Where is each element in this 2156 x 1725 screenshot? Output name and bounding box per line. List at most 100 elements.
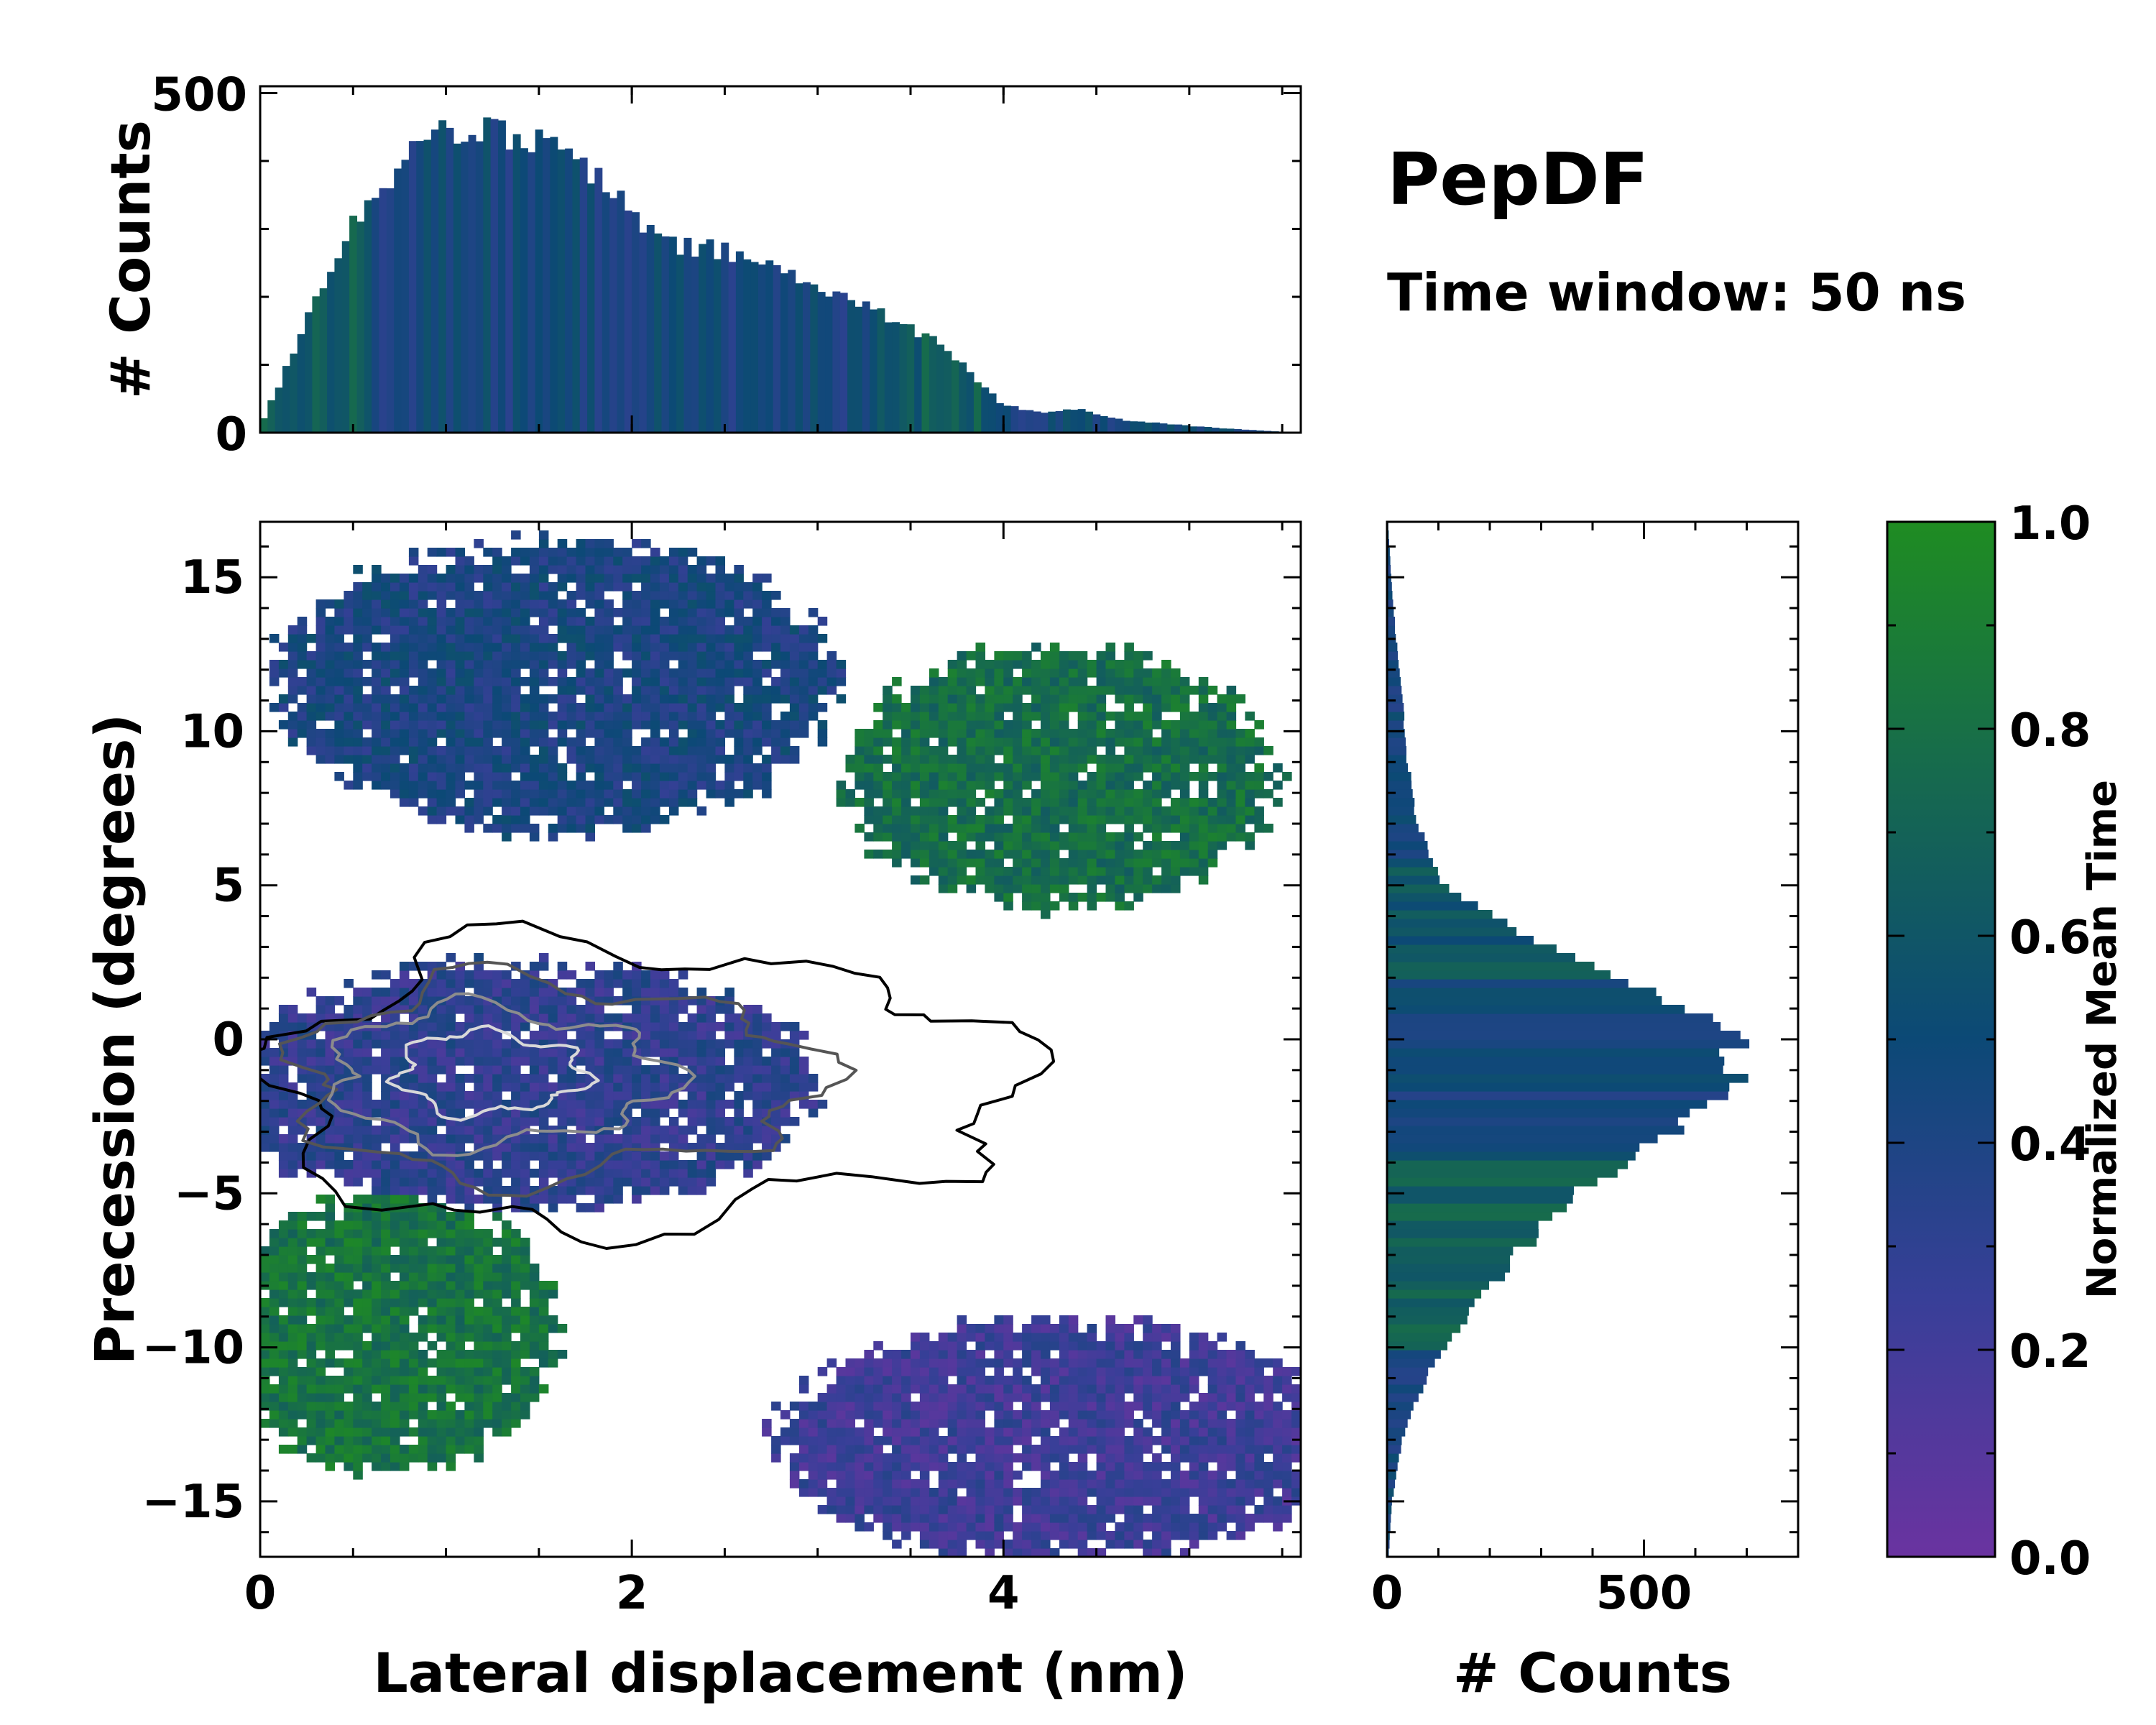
heatmap-cell <box>446 1100 456 1109</box>
heatmap-cell <box>1003 884 1013 893</box>
heatmap-cell <box>911 1350 921 1359</box>
heatmap-cell <box>594 625 604 635</box>
heatmap-cell <box>696 781 707 790</box>
heatmap-cell <box>994 867 1004 876</box>
heatmap-cell <box>957 1410 967 1420</box>
heatmap-cell <box>706 1048 717 1057</box>
heatmap-cell <box>892 703 902 712</box>
heatmap-cell <box>474 1350 484 1359</box>
heatmap-cell <box>362 1376 372 1385</box>
heatmap-cell <box>594 1091 604 1100</box>
heatmap-cell <box>817 617 828 626</box>
heatmap-cell <box>529 599 540 609</box>
heatmap-cell <box>381 1453 391 1463</box>
heatmap-cell <box>538 1341 549 1351</box>
heatmap-cell <box>381 755 391 764</box>
heatmap-cell <box>1059 763 1069 773</box>
heatmap-cell <box>1096 850 1107 859</box>
heatmap-cell <box>344 1419 354 1428</box>
heatmap-cell <box>566 599 577 609</box>
heatmap-cell <box>297 1057 308 1066</box>
heatmap-cell <box>1087 1333 1097 1342</box>
heatmap-cell <box>1059 1358 1069 1368</box>
heatmap-cell <box>1087 841 1097 850</box>
heatmap-cell <box>344 746 354 755</box>
heatmap-cell <box>929 789 939 799</box>
heatmap-cell <box>334 729 344 738</box>
heatmap-cell <box>668 686 679 695</box>
heatmap-cell <box>650 651 660 661</box>
heatmap-cell <box>511 1151 521 1161</box>
heatmap-cell <box>455 1108 466 1118</box>
heatmap-cell <box>278 660 289 669</box>
heatmap-cell <box>752 1013 763 1023</box>
heatmap-cell <box>408 582 419 592</box>
heatmap-cell <box>659 1022 670 1031</box>
heatmap-cell <box>1003 798 1013 807</box>
heatmap-cell <box>771 1065 781 1075</box>
heatmap-cell <box>334 1151 344 1161</box>
heatmap-cell <box>706 591 717 600</box>
heatmap-cell <box>306 1410 317 1420</box>
heatmap-cell <box>929 763 939 773</box>
heatmap-cell <box>325 1246 336 1256</box>
heatmap-cell <box>306 1229 317 1238</box>
heatmap-cell <box>492 694 502 704</box>
heatmap-cell <box>659 668 670 678</box>
heatmap-cell <box>1096 867 1107 876</box>
heatmap-cell <box>427 548 438 557</box>
heatmap-cell <box>734 1074 744 1083</box>
heatmap-cell <box>975 1427 986 1437</box>
heatmap-cell <box>715 1151 726 1161</box>
heatmap-cell <box>511 660 521 669</box>
heatmap-cell <box>418 789 428 799</box>
heatmap-cell <box>789 1453 800 1463</box>
heatmap-cell <box>446 1229 456 1238</box>
heatmap-cell <box>520 996 530 1006</box>
heatmap-cell <box>957 1453 967 1463</box>
heatmap-cell <box>399 1350 410 1359</box>
heatmap-cell <box>306 737 317 747</box>
heatmap-cell <box>548 1289 558 1299</box>
heatmap-cell <box>632 988 642 997</box>
heatmap-cell <box>464 798 474 807</box>
heatmap-cell <box>408 1307 419 1316</box>
heatmap-cell <box>696 712 707 721</box>
heatmap-cell <box>520 1367 530 1376</box>
heatmap-cell <box>511 1169 521 1178</box>
heatmap-cell <box>464 1376 474 1385</box>
heatmap-cell <box>780 1074 791 1083</box>
heatmap-cell <box>1041 772 1051 781</box>
heatmap-cell <box>520 625 530 635</box>
heatmap-cell <box>632 617 642 626</box>
heatmap-cell <box>492 1419 502 1428</box>
heatmap-cell <box>390 1091 400 1100</box>
heatmap-cell <box>622 1048 632 1057</box>
heatmap-cell <box>455 1333 466 1342</box>
heatmap-cell <box>798 1453 809 1463</box>
heatmap-cell <box>390 599 400 609</box>
heatmap-cell <box>919 737 930 747</box>
heatmap-cell <box>502 1272 512 1282</box>
heatmap-cell <box>334 608 344 617</box>
heatmap-cell <box>1013 850 1023 859</box>
heatmap-cell <box>511 798 521 807</box>
heatmap-cell <box>668 1039 679 1049</box>
heatmap-cell <box>334 599 344 609</box>
heatmap-cell <box>678 1031 688 1040</box>
heatmap-cell <box>696 625 707 635</box>
heatmap-cell <box>696 677 707 686</box>
heatmap-cell <box>390 694 400 704</box>
heatmap-cell <box>502 1324 512 1333</box>
heatmap-cell <box>808 643 819 652</box>
heatmap-cell <box>919 841 930 850</box>
heatmap-cell <box>650 1074 660 1083</box>
heatmap-cell <box>538 746 549 755</box>
heatmap-cell <box>520 1402 530 1411</box>
heatmap-cell <box>1059 1315 1069 1325</box>
heatmap-cell <box>548 643 558 652</box>
heatmap-cell <box>632 1134 642 1144</box>
heatmap-cell <box>502 781 512 790</box>
heatmap-cell <box>538 530 549 540</box>
